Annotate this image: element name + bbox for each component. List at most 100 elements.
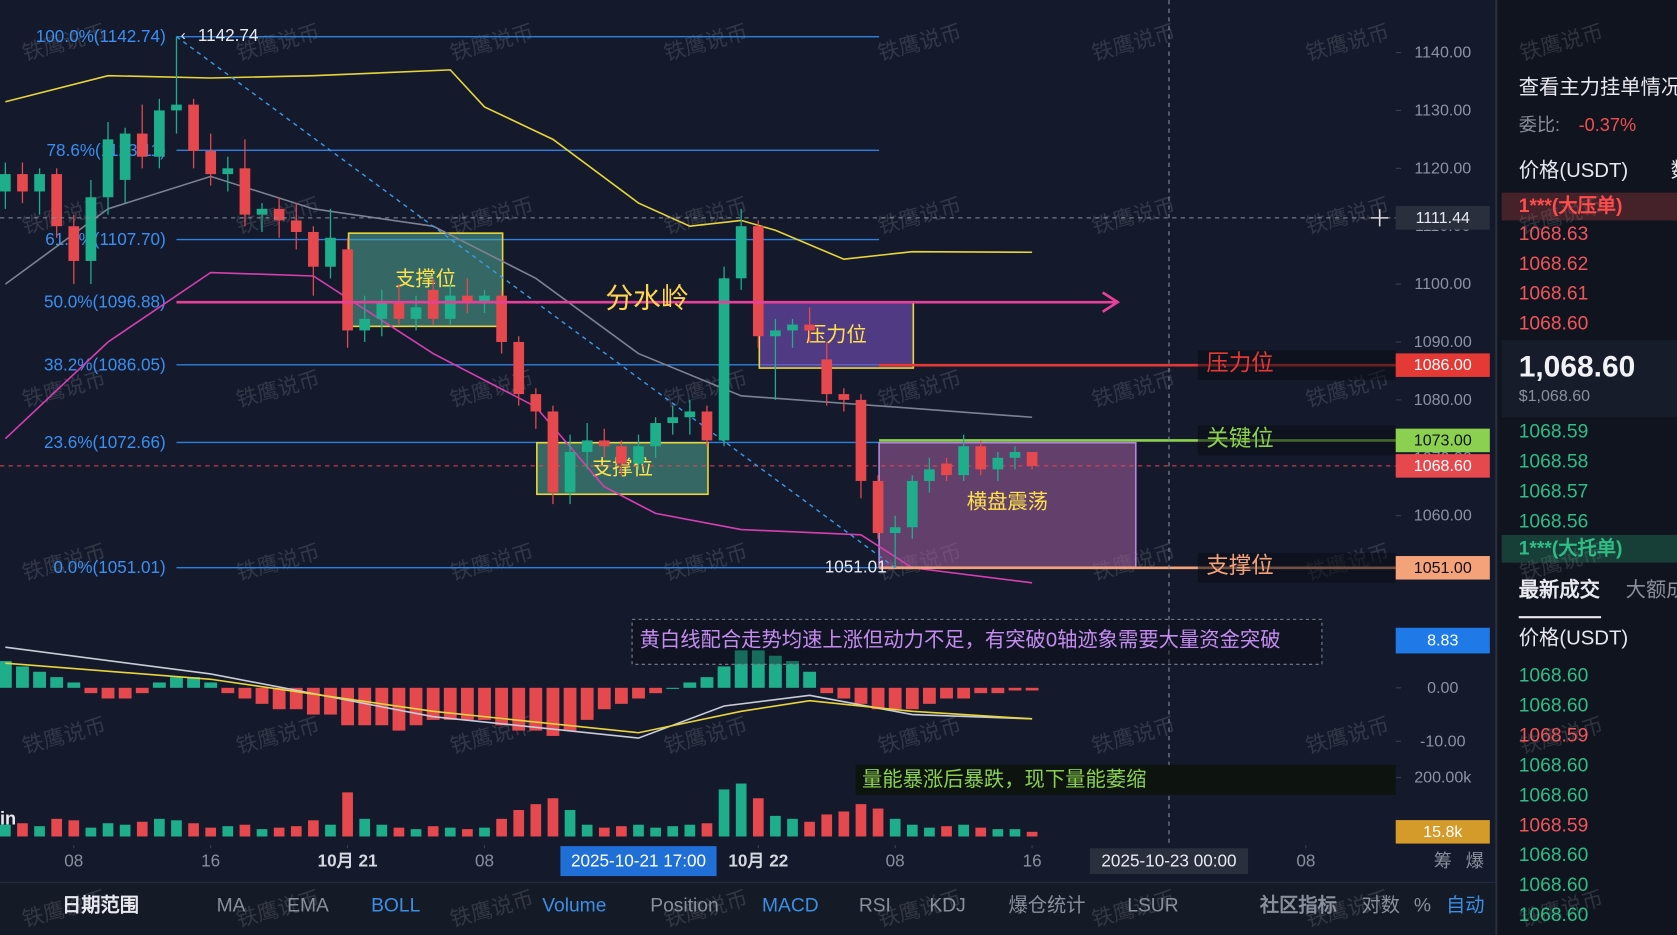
level-tag: [1395, 353, 1490, 377]
candle-body: [889, 527, 901, 534]
macd-bar: [324, 687, 337, 715]
volume-bar: [906, 824, 918, 837]
volume-bar: [17, 823, 28, 837]
macd-bar: [974, 687, 988, 694]
toolbar-item[interactable]: LSUR: [1127, 896, 1178, 917]
macd-bar: [940, 687, 953, 699]
x-tick-label: 10月 22: [728, 852, 788, 871]
volume-bar: [718, 789, 730, 837]
macd-bar: [84, 687, 98, 694]
macd-bar: [922, 687, 936, 704]
candle-body: [0, 174, 11, 192]
candle-body: [444, 295, 456, 319]
ob-bid: 1068.56: [1519, 512, 1589, 533]
volume-bar: [136, 821, 148, 837]
candle-body: [154, 110, 165, 157]
axis-button: 爆: [1466, 851, 1484, 871]
macd-bar: [16, 666, 29, 688]
level-label: 支撑位: [1206, 553, 1273, 578]
x-tick-label: 08: [475, 852, 494, 871]
toolbar-item[interactable]: MA: [217, 896, 246, 917]
candle-body: [410, 307, 422, 319]
volume-bar: [308, 820, 319, 837]
toolbar-item[interactable]: 日期范围: [62, 894, 139, 917]
low-label: 1051.01: [825, 557, 887, 576]
candle-body: [975, 446, 987, 470]
high-arrow: ‹: [181, 27, 186, 44]
toolbar-item[interactable]: Position: [650, 896, 718, 917]
volume-bar: [34, 826, 45, 837]
ob-bid: 1068.58: [1519, 452, 1589, 473]
macd-bar: [170, 677, 183, 688]
toolbar-item[interactable]: 自动: [1446, 895, 1485, 917]
level-label-bg: [1197, 552, 1396, 583]
volume-bar: [564, 810, 576, 837]
volume-bar: [770, 815, 781, 837]
volume-tag: [1395, 820, 1490, 844]
ob-large-tab[interactable]: 大额成: [1626, 578, 1677, 601]
volume-bar: [992, 829, 1004, 837]
ob-big-bid-bg: [1501, 534, 1677, 563]
volume-bar: [325, 824, 336, 837]
ob-trade: 1068.60: [1519, 905, 1589, 926]
macd-bar: [563, 687, 577, 731]
toolbar-item[interactable]: BOLL: [371, 896, 421, 917]
y-tick-label: 1090.00: [1414, 333, 1472, 351]
fib-label: 100.0%(1142.74): [36, 27, 166, 46]
volume-bar: [119, 824, 131, 837]
volume-bar: [68, 820, 80, 837]
candle-body: [51, 174, 63, 227]
level-label-bg: [1197, 350, 1396, 381]
volume-bar: [701, 823, 713, 837]
candle-body: [838, 394, 850, 400]
candle-body: [1009, 451, 1021, 458]
toolbar-item[interactable]: 爆仓统计: [1009, 895, 1086, 917]
ob-trades-tab[interactable]: 最新成交: [1519, 577, 1601, 601]
ob-ask: 1068.62: [1519, 254, 1589, 275]
macd-note: 黄白线配合走势均速上涨但动力不足，有突破0轴迹象需要大量资金突破: [640, 629, 1281, 652]
toolbar-item[interactable]: RSI: [859, 896, 891, 917]
candle-body: [787, 324, 798, 331]
toolbar-item[interactable]: KDJ: [929, 896, 965, 917]
y-tick-label: 1120.00: [1414, 159, 1471, 177]
toolbar-item[interactable]: EMA: [287, 896, 329, 917]
volume-bar: [239, 824, 251, 837]
volume-bar: [205, 827, 217, 837]
ob-trade: 1068.60: [1519, 755, 1589, 776]
volume-bar: [1026, 831, 1038, 837]
candle-body: [188, 104, 199, 151]
volume-bar: [85, 827, 97, 837]
ob-ratio-label: 委比:: [1519, 115, 1560, 135]
macd-bar: [67, 682, 81, 688]
boll-line: [5, 69, 1033, 261]
volume-bar: [958, 824, 969, 837]
macd-bar: [460, 687, 474, 720]
toolbar-item[interactable]: Volume: [542, 896, 606, 917]
candle-body: [616, 446, 627, 464]
toolbar-item[interactable]: %: [1414, 896, 1431, 917]
candle-body: [17, 174, 28, 192]
toolbar: [0, 883, 1496, 935]
last-price-label: 1068.60: [1414, 457, 1472, 475]
ob-trades-header: 价格(USDT): [1519, 627, 1628, 650]
divide-arrowhead: [1101, 291, 1121, 313]
ob-trade: 1068.59: [1519, 725, 1589, 746]
toolbar-item[interactable]: 社区指标: [1259, 894, 1337, 917]
macd-bar: [717, 666, 731, 688]
candle-body: [479, 295, 490, 302]
candle-body: [513, 341, 525, 395]
candle-body: [171, 104, 182, 111]
level-tag-label: 1086.00: [1414, 356, 1472, 374]
y-tick-label: 1130.00: [1414, 101, 1471, 119]
toolbar-item[interactable]: MACD: [762, 896, 819, 917]
cursor-x-tag: [560, 846, 717, 877]
level-tag-label: 1051.00: [1414, 559, 1472, 577]
toolbar-item[interactable]: 对数: [1361, 895, 1400, 917]
volume-bar: [975, 827, 987, 837]
macd-bar: [50, 677, 64, 688]
ob-price-header: 价格(USDT): [1519, 159, 1628, 182]
candle-body: [992, 457, 1004, 470]
volume-bar: [256, 829, 268, 837]
candle-body: [34, 174, 45, 192]
candle-body: [598, 440, 610, 447]
